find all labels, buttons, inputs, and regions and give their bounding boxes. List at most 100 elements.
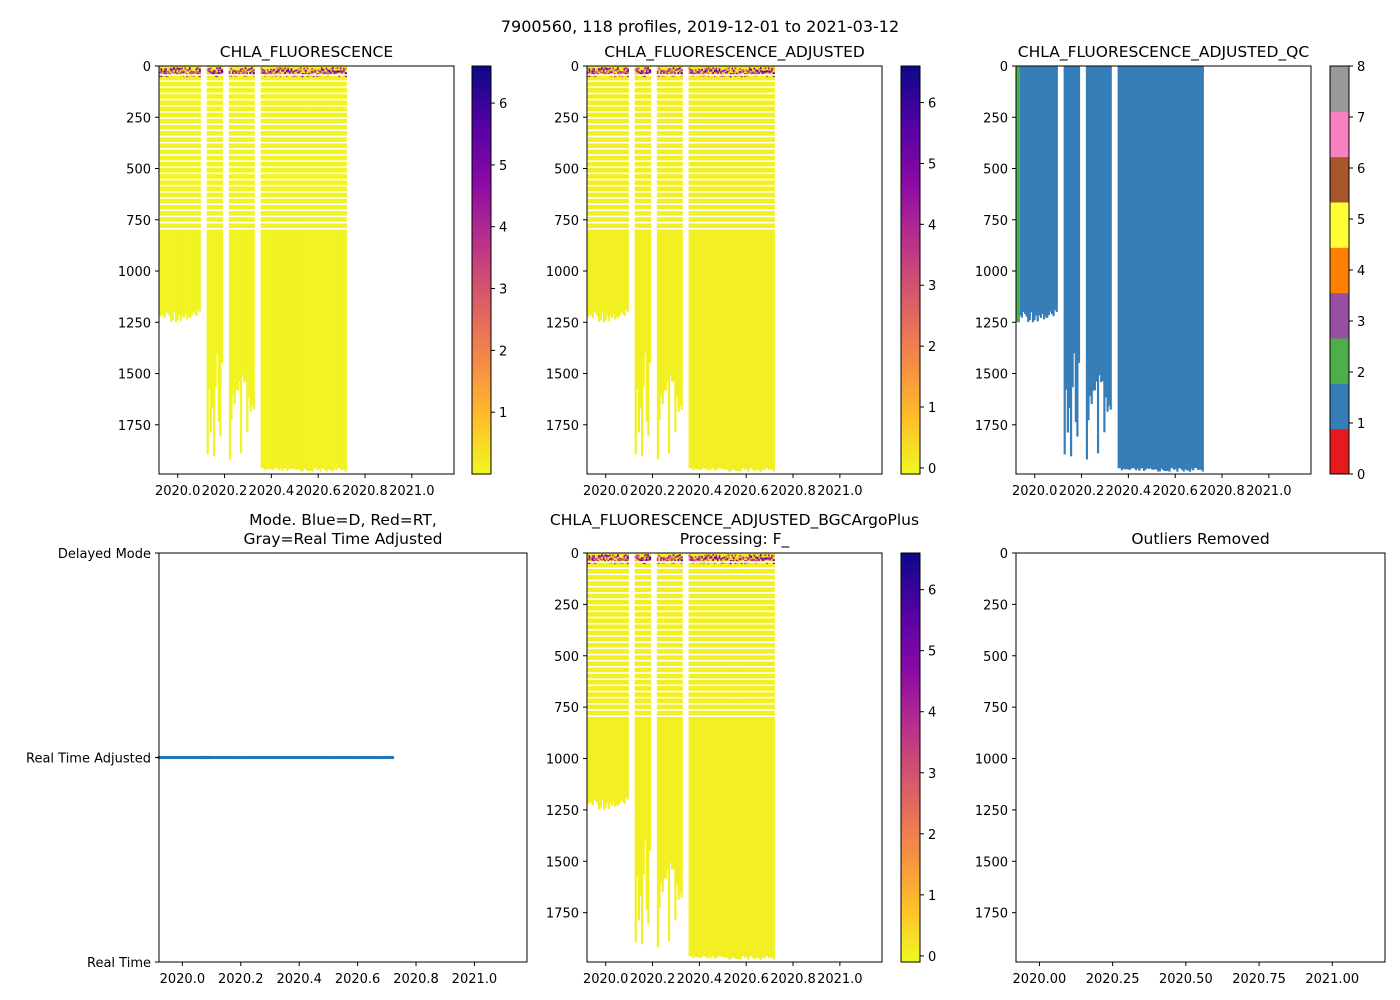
heatmap-cell bbox=[602, 555, 606, 558]
heatmap-cell bbox=[763, 554, 766, 557]
heatmap-column bbox=[212, 66, 216, 457]
heatmap-column bbox=[647, 553, 650, 925]
colorbar-tick-label: 1 bbox=[928, 401, 936, 416]
colorbar-segment bbox=[901, 665, 920, 672]
colorbar-segment bbox=[472, 249, 491, 256]
colorbar-segment bbox=[472, 361, 491, 368]
heatmap-column bbox=[763, 553, 766, 959]
heatmap-cell bbox=[707, 559, 710, 562]
heatmap-cell bbox=[610, 69, 613, 72]
heatmap-column bbox=[206, 66, 209, 455]
y-tick-label: 250 bbox=[983, 111, 1008, 126]
heatmap-cell bbox=[293, 70, 297, 73]
heatmap-cell bbox=[734, 67, 737, 70]
heatmap-column bbox=[338, 66, 341, 468]
heatmap-column bbox=[706, 66, 709, 471]
heatmap-column bbox=[709, 553, 712, 959]
colorbar-segment bbox=[472, 259, 491, 266]
heatmap-column bbox=[324, 66, 327, 470]
colorbar-segment bbox=[901, 438, 920, 444]
colorbar-segment bbox=[1330, 428, 1349, 475]
heatmap-cell bbox=[612, 70, 615, 73]
heatmap-cell bbox=[674, 69, 677, 72]
heatmap-cell bbox=[297, 71, 300, 74]
heatmap-cell bbox=[636, 72, 639, 75]
heatmap-column bbox=[198, 66, 201, 312]
data-gap bbox=[587, 567, 882, 569]
heatmap-cell bbox=[165, 70, 168, 73]
heatmap-cell bbox=[764, 67, 767, 70]
heatmap-cell bbox=[752, 556, 755, 559]
heatmap-column bbox=[767, 553, 771, 958]
colorbar-segment bbox=[472, 157, 491, 164]
heatmap-column bbox=[271, 66, 274, 470]
heatmap-cell bbox=[767, 558, 771, 561]
colorbar-segment bbox=[901, 361, 920, 368]
heatmap-column bbox=[602, 66, 606, 323]
heatmap-cell bbox=[249, 68, 252, 71]
heatmap-cell bbox=[748, 558, 752, 561]
heatmap-cell bbox=[593, 68, 596, 71]
heatmap-cell bbox=[639, 556, 642, 559]
heatmap-column bbox=[598, 553, 601, 810]
heatmap-cell bbox=[282, 70, 285, 73]
heatmap-cell bbox=[623, 558, 626, 561]
heatmap-cell bbox=[715, 67, 718, 70]
heatmap-column bbox=[1157, 66, 1160, 472]
x-tick-label: 2021.00 bbox=[1305, 972, 1359, 987]
heatmap-cell bbox=[281, 67, 284, 70]
heatmap-column bbox=[704, 553, 707, 957]
heatmap-column bbox=[606, 553, 609, 804]
colorbar-segment bbox=[901, 634, 920, 641]
colorbar-segment bbox=[901, 219, 920, 225]
heatmap-column bbox=[594, 66, 598, 315]
heatmap-cell bbox=[666, 557, 669, 560]
y-tick-label: 1500 bbox=[546, 368, 579, 383]
heatmap-cell bbox=[268, 71, 271, 74]
heatmap-column bbox=[325, 66, 328, 472]
colorbar-segment bbox=[901, 86, 920, 93]
heatmap-cell bbox=[647, 554, 650, 557]
data-gap bbox=[587, 135, 882, 138]
colorbar-segment bbox=[901, 890, 920, 897]
heatmap-cell bbox=[607, 71, 610, 74]
colorbar-segment bbox=[901, 864, 920, 871]
heatmap-cell bbox=[306, 67, 309, 70]
y-tick-label: 250 bbox=[983, 598, 1008, 613]
heatmap-column bbox=[680, 553, 683, 898]
heatmap-cell bbox=[758, 72, 761, 75]
heatmap-cell bbox=[772, 554, 775, 557]
heatmap-cell bbox=[710, 70, 713, 73]
heatmap-column bbox=[691, 553, 694, 959]
heatmap-cell bbox=[680, 559, 683, 562]
heatmap-cell bbox=[312, 75, 316, 78]
colorbar-tick-label: 3 bbox=[928, 767, 936, 782]
heatmap-cell bbox=[704, 554, 707, 557]
heatmap-column bbox=[712, 66, 715, 469]
colorbar-segment bbox=[901, 793, 920, 799]
heatmap-cell bbox=[709, 67, 712, 70]
heatmap-cell bbox=[690, 70, 693, 73]
colorbar-segment bbox=[472, 208, 491, 215]
heatmap-cell bbox=[163, 72, 166, 75]
heatmap-column bbox=[1133, 66, 1136, 469]
heatmap-cell bbox=[300, 69, 303, 72]
heatmap-cell bbox=[274, 72, 278, 75]
heatmap-column bbox=[230, 66, 233, 421]
heatmap-cell bbox=[228, 72, 232, 75]
heatmap-cell bbox=[276, 67, 279, 70]
colorbar-segment bbox=[901, 372, 920, 378]
x-tick-label: 2020.0 bbox=[155, 484, 201, 499]
heatmap-cell bbox=[187, 69, 190, 72]
colorbar-segment bbox=[901, 788, 920, 794]
colorbar-segment bbox=[901, 701, 920, 707]
heatmap-column bbox=[287, 66, 290, 470]
data-gap bbox=[587, 709, 882, 711]
heatmap-column bbox=[760, 553, 763, 960]
heatmap-column bbox=[645, 66, 648, 422]
heatmap-cell bbox=[252, 69, 255, 72]
heatmap-column bbox=[297, 66, 300, 470]
heatmap-cell bbox=[591, 68, 594, 71]
data-gap bbox=[587, 160, 882, 162]
